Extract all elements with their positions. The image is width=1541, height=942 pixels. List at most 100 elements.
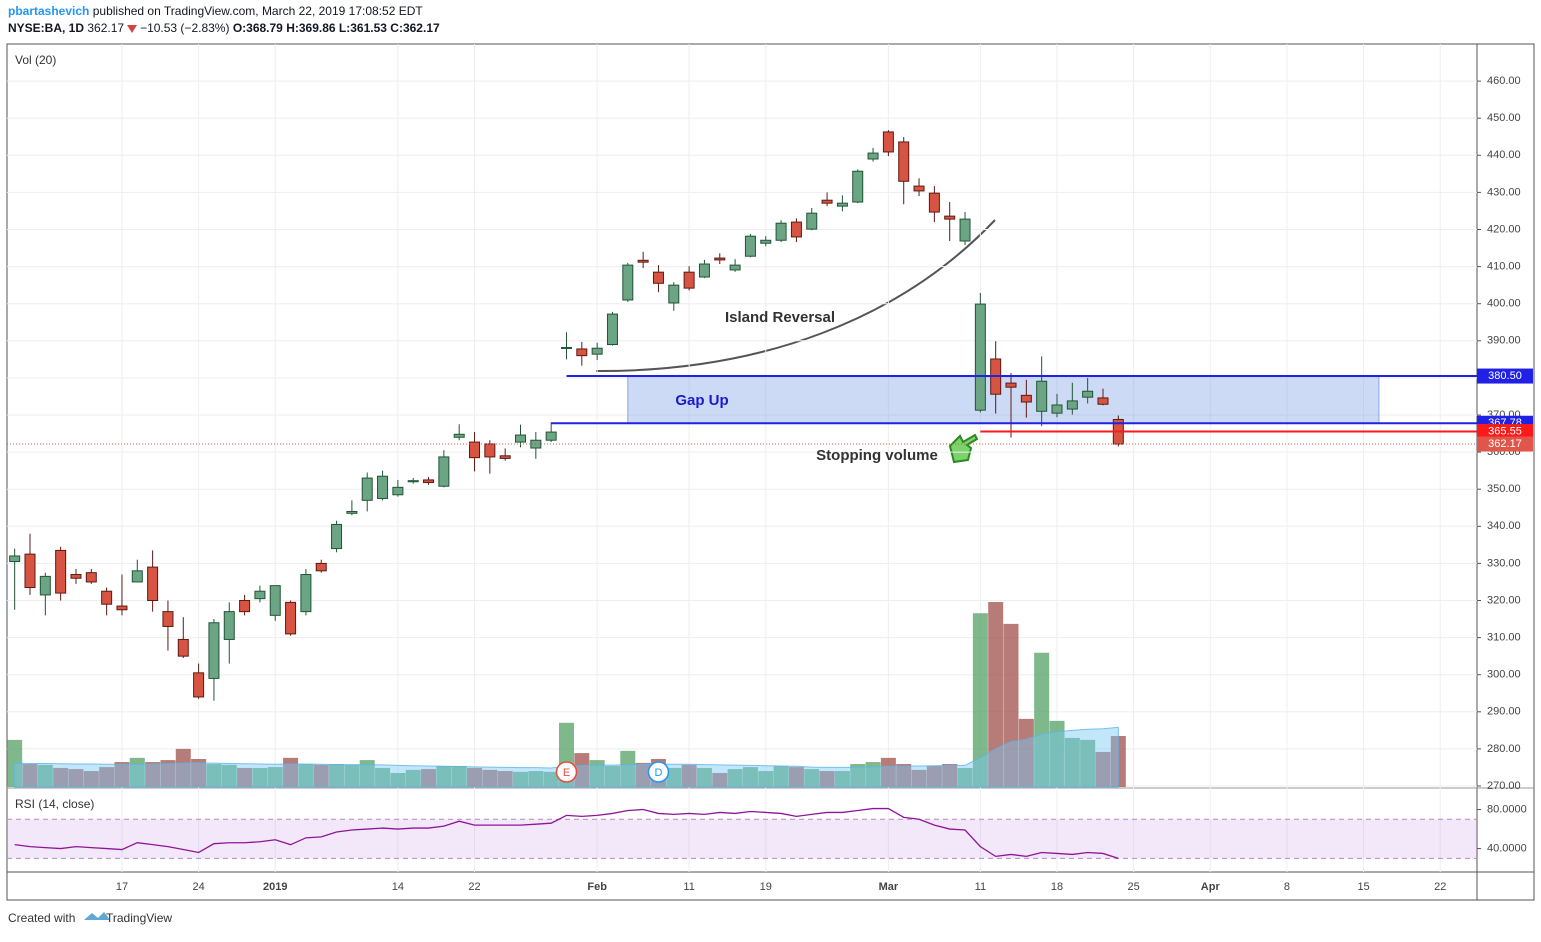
- candle-body: [377, 475, 389, 499]
- y-tick-label: 340.00: [1487, 520, 1521, 532]
- candle-body: [775, 222, 787, 241]
- candle-body: [85, 572, 97, 583]
- candle-body: [790, 221, 802, 238]
- volume-bar: [252, 767, 268, 787]
- y-tick-label: 400.00: [1487, 298, 1521, 310]
- candle-body: [1066, 400, 1078, 410]
- candle-body: [637, 259, 649, 263]
- candle-body: [928, 192, 940, 213]
- volume-bar: [911, 769, 927, 787]
- candle-body: [913, 185, 925, 192]
- candle-body: [208, 622, 220, 679]
- high: H:369.86: [286, 21, 336, 35]
- level-label-box: [1477, 368, 1533, 384]
- candle-body: [285, 601, 297, 635]
- volume-bar: [99, 767, 115, 787]
- close: C:362.17: [390, 21, 440, 35]
- x-tick-label: 18: [1051, 881, 1063, 893]
- volume-bar: [604, 765, 620, 787]
- candle-body: [193, 672, 205, 698]
- volume-bar: [451, 765, 467, 787]
- volume-bar: [160, 760, 176, 787]
- x-tick-label: Feb: [587, 881, 607, 893]
- volume-bar: [37, 764, 53, 787]
- y-tick-label: 420.00: [1487, 223, 1521, 235]
- volume-bar: [221, 764, 237, 787]
- island-arc: [595, 219, 996, 373]
- volume-bar: [1018, 718, 1034, 787]
- volume-bar: [850, 764, 866, 787]
- candle-body: [714, 257, 726, 261]
- volume-bar: [819, 771, 835, 787]
- rsi-title: RSI (14, close): [15, 797, 94, 811]
- last-price-label: 362.17: [1488, 438, 1522, 450]
- candle-body: [944, 215, 956, 220]
- candle-body: [269, 585, 281, 616]
- candle-body: [515, 434, 527, 443]
- volume-bar: [865, 762, 881, 787]
- candle-body: [1020, 394, 1032, 403]
- rsi-tick-label: 40.0000: [1487, 842, 1527, 854]
- volume-bar: [68, 769, 84, 787]
- candle-body: [131, 570, 143, 583]
- hand-icon: [948, 433, 979, 464]
- volume-bar: [405, 769, 421, 787]
- candle-body: [1036, 380, 1048, 412]
- candle-body: [469, 441, 481, 459]
- candle-body: [24, 553, 36, 589]
- event-label: E: [563, 767, 570, 779]
- volume-bar: [773, 765, 789, 787]
- candle-body: [438, 456, 450, 487]
- volume-bar: [988, 602, 1004, 787]
- volume-bar: [681, 764, 697, 787]
- candle-body: [591, 347, 603, 355]
- volume-bar: [313, 764, 329, 787]
- level-label: 365.55: [1488, 425, 1522, 437]
- zone-label: Gap Up: [675, 392, 728, 409]
- x-tick-label: 11: [975, 881, 986, 893]
- candle-body: [162, 611, 174, 627]
- volume-bar: [972, 613, 988, 787]
- volume-bar: [528, 771, 544, 787]
- candle-body: [423, 479, 435, 484]
- x-tick-label: 22: [468, 881, 480, 893]
- volume-bar: [513, 771, 529, 787]
- volume-bar: [666, 767, 682, 787]
- author: pbartashevich: [8, 4, 89, 18]
- candle-body: [484, 443, 496, 458]
- volume-bar: [497, 771, 513, 787]
- down-arrow: [127, 25, 137, 33]
- y-tick-label: 300.00: [1487, 669, 1521, 681]
- event-marker: [647, 761, 670, 783]
- volume-bar: [727, 769, 743, 787]
- volume-bar: [788, 767, 804, 787]
- candle-body: [576, 348, 588, 357]
- volume-bar: [880, 757, 896, 787]
- candle-body: [361, 477, 373, 501]
- candle-body: [331, 523, 343, 550]
- candle-body: [70, 574, 82, 579]
- candle-body: [239, 600, 251, 613]
- volume-bar: [1080, 739, 1096, 787]
- candle-body: [683, 271, 695, 289]
- y-tick-label: 350.00: [1487, 483, 1521, 495]
- annotation: Island Reversal: [725, 309, 835, 326]
- volume-bar: [267, 767, 283, 787]
- candle-body: [867, 152, 879, 160]
- candle-body: [147, 566, 159, 601]
- candle-body: [101, 590, 113, 605]
- header-line-2: NYSE:BA, 1D 362.17 −10.53 (−2.83%) O:368.…: [8, 21, 440, 35]
- candle-body: [959, 218, 971, 242]
- y-tick-label: 410.00: [1487, 261, 1521, 273]
- x-tick-label: 2019: [263, 881, 287, 893]
- volume-bar: [589, 760, 605, 787]
- candle-body: [622, 264, 634, 301]
- candle-body: [55, 549, 67, 594]
- candle-body: [898, 141, 910, 182]
- volume-bar: [359, 760, 375, 787]
- volume-bar: [83, 771, 99, 787]
- y-tick-label: 290.00: [1487, 706, 1521, 718]
- header-line-1: pbartashevich published on TradingView.c…: [8, 4, 423, 18]
- symbol: NYSE:BA, 1D: [8, 21, 84, 35]
